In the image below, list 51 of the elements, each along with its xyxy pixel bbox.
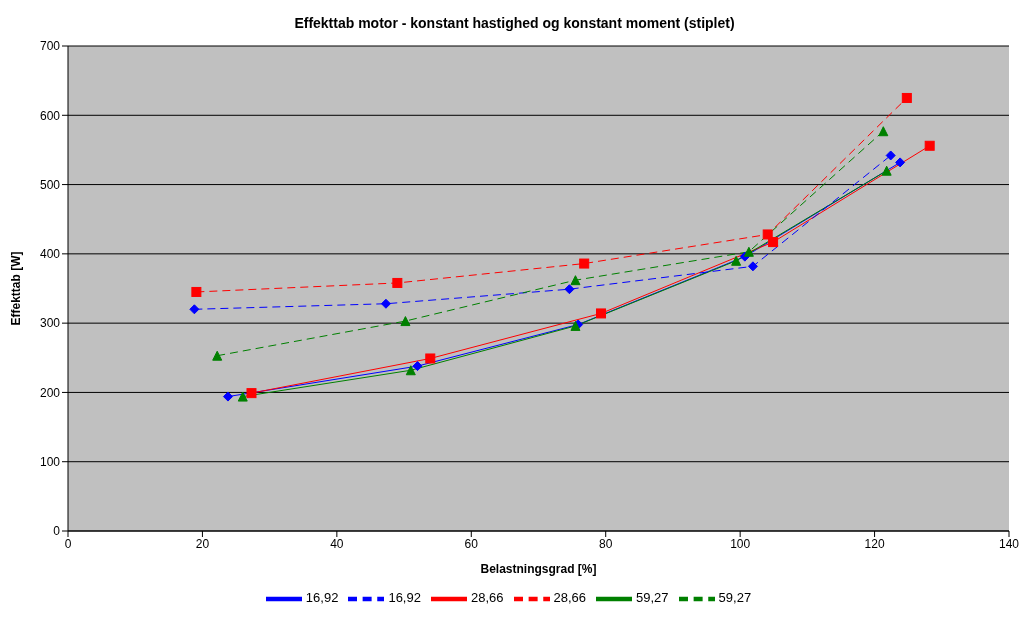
point	[425, 353, 436, 364]
y-tick-label: 700	[39, 39, 61, 54]
point	[222, 391, 233, 402]
point	[570, 275, 581, 286]
point	[895, 157, 906, 168]
point	[564, 284, 575, 295]
y-tick-label: 600	[39, 108, 61, 123]
point	[878, 126, 889, 137]
y-tick-label: 400	[39, 247, 61, 262]
point	[596, 308, 607, 319]
x-axis-title: Belastningsgrad [%]	[480, 562, 597, 576]
point	[885, 150, 896, 161]
point	[743, 246, 754, 257]
legend-label: 59,27	[636, 590, 669, 606]
point	[400, 316, 411, 327]
chart-title: Effekttab motor - konstant hastighed og konstant moment (stiplet)	[293, 14, 736, 33]
point	[412, 361, 423, 372]
point	[901, 92, 912, 103]
point	[924, 140, 935, 151]
legend-label: 28,66	[553, 590, 587, 606]
y-tick-label: 300	[39, 316, 61, 331]
point	[731, 255, 742, 266]
x-tick-label: 0	[64, 536, 72, 551]
point	[747, 261, 758, 272]
point	[189, 304, 200, 315]
x-tick-label: 20	[195, 536, 210, 551]
legend-label: 16,92	[388, 590, 421, 606]
x-tick-label: 40	[330, 536, 344, 551]
point	[246, 388, 257, 399]
x-tick-label: 60	[464, 536, 479, 551]
point	[762, 229, 773, 240]
point	[405, 365, 416, 376]
x-tick-label: 100	[730, 536, 751, 551]
point	[212, 350, 223, 361]
x-tick-label: 80	[599, 536, 613, 551]
point	[237, 391, 248, 402]
legend-label: 16,92	[305, 590, 339, 606]
point	[579, 258, 590, 269]
point	[881, 165, 892, 176]
legend-label: 59,27	[718, 590, 752, 606]
legend-label: 28,66	[470, 590, 504, 606]
x-tick-label: 140	[998, 536, 1020, 551]
y-axis-title: Effekttab [W]	[9, 251, 24, 326]
y-tick-label: 500	[39, 177, 61, 192]
point	[191, 286, 202, 297]
y-tick-label: 200	[39, 385, 61, 400]
point	[380, 298, 391, 309]
x-tick-label: 120	[864, 536, 885, 551]
point	[392, 277, 403, 288]
y-tick-label: 100	[39, 454, 61, 469]
y-tick-label: 0	[53, 524, 61, 539]
